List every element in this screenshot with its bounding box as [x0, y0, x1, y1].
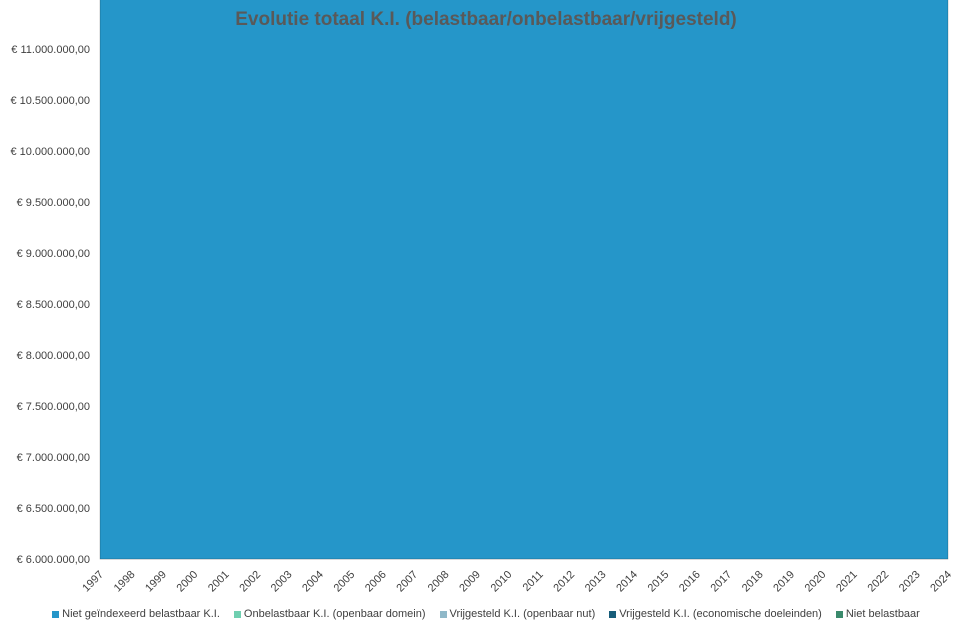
legend-label: Vrijgesteld K.I. (economische doeleinden… — [619, 608, 822, 620]
legend-item: Vrijgesteld K.I. (openbaar nut) — [439, 608, 596, 620]
x-tick-label: 2016 — [677, 569, 703, 595]
y-tick-label: € 8.500.000,00 — [17, 299, 90, 311]
x-tick-label: 2001 — [206, 569, 232, 595]
y-tick-label: € 8.000.000,00 — [17, 350, 90, 362]
x-tick-label: 2007 — [394, 569, 420, 595]
y-tick-label: € 11.000.000,00 — [11, 44, 90, 56]
x-tick-label: 2008 — [426, 569, 452, 595]
y-tick-label: € 6.500.000,00 — [17, 503, 90, 515]
chart-title: Evolutie totaal K.I. (belastbaar/onbelas… — [235, 9, 737, 30]
legend-label: Vrijgesteld K.I. (openbaar nut) — [449, 608, 596, 620]
x-tick-label: 2000 — [175, 569, 201, 595]
legend-item: Vrijgesteld K.I. (economische doeleinden… — [609, 608, 822, 620]
x-tick-label: 2011 — [521, 569, 546, 594]
x-tick-label: 2009 — [457, 569, 483, 595]
y-tick-label: € 9.000.000,00 — [17, 248, 90, 260]
x-tick-label: 2020 — [803, 569, 829, 595]
legend-swatch — [52, 610, 60, 618]
y-tick-label: € 6.000.000,00 — [17, 554, 90, 566]
y-tick-label: € 7.000.000,00 — [17, 452, 90, 464]
area-series-0 — [99, 0, 949, 560]
x-tick-label: 2015 — [646, 569, 672, 595]
x-tick-label: 1998 — [112, 569, 138, 595]
legend-label: Niet geïndexeerd belastbaar K.I. — [62, 608, 220, 620]
x-tick-label: 2022 — [866, 569, 892, 595]
x-tick-label: 2002 — [237, 569, 263, 595]
x-tick-label: 2010 — [489, 569, 515, 595]
x-tick-label: 2024 — [928, 569, 954, 595]
x-tick-label: 2018 — [740, 569, 766, 595]
legend-label: Onbelastbaar K.I. (openbaar domein) — [243, 608, 426, 620]
legend-item: Niet belastbaar — [835, 608, 920, 620]
legend: Niet geïndexeerd belastbaar K.I. Onbelast… — [0, 608, 972, 620]
x-tick-label: 2019 — [771, 569, 797, 595]
y-tick-label: € 9.500.000,00 — [17, 197, 90, 209]
x-tick-label: 2012 — [551, 569, 577, 595]
x-tick-label: 2003 — [269, 569, 295, 595]
x-tick-label: 1999 — [143, 569, 169, 595]
y-tick-label: € 7.500.000,00 — [17, 401, 90, 413]
y-tick-label: € 10.500.000,00 — [10, 95, 90, 107]
legend-label: Niet belastbaar — [845, 608, 920, 620]
legend-item: Onbelastbaar K.I. (openbaar domein) — [233, 608, 426, 620]
y-tick-label: € 10.000.000,00 — [10, 146, 90, 158]
x-tick-label: 1997 — [80, 569, 106, 595]
legend-swatch — [439, 610, 447, 618]
x-tick-label: 2023 — [897, 569, 923, 595]
x-tick-label: 2013 — [583, 569, 609, 595]
legend-swatch — [609, 610, 617, 618]
x-tick-label: 2004 — [300, 569, 326, 595]
x-tick-label: 2005 — [332, 569, 358, 595]
legend-swatch — [233, 610, 241, 618]
x-tick-label: 2017 — [708, 569, 734, 595]
x-tick-label: 2014 — [614, 569, 640, 595]
x-tick-label: 2006 — [363, 569, 389, 595]
x-tick-label: 2021 — [834, 569, 860, 595]
legend-swatch — [835, 610, 843, 618]
legend-item: Niet geïndexeerd belastbaar K.I. — [52, 608, 220, 620]
